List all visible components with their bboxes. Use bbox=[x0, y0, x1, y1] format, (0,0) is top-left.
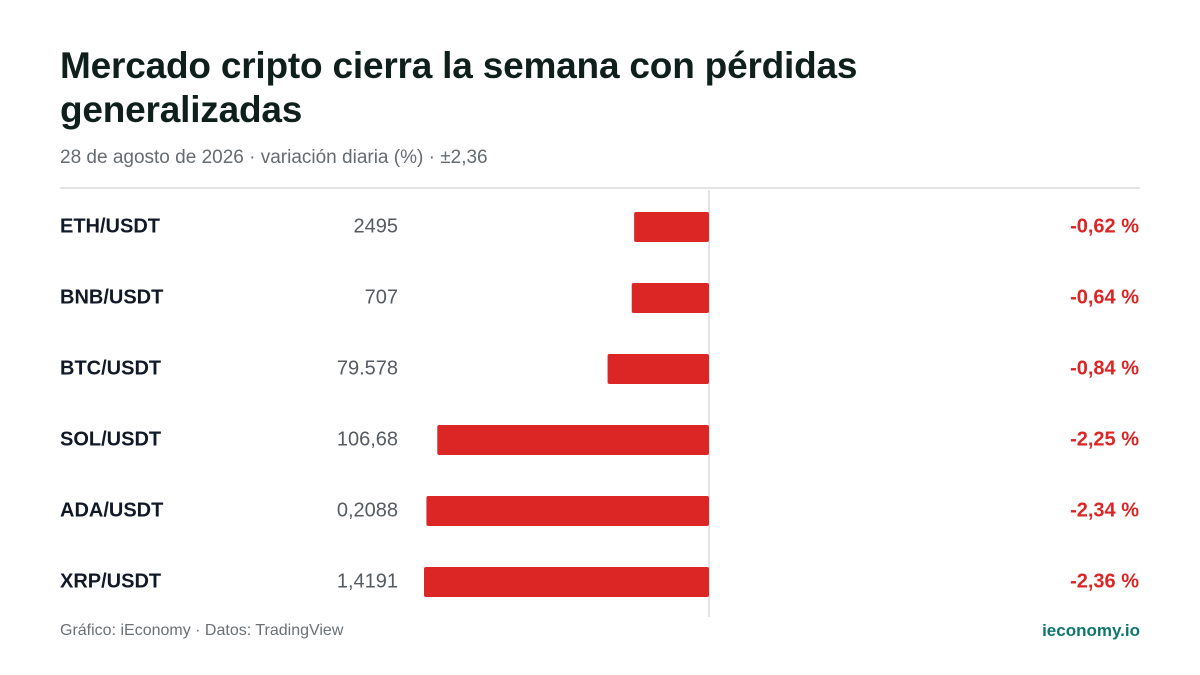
bar bbox=[634, 212, 709, 242]
header-divider bbox=[60, 187, 1140, 189]
pair-label: SOL/USDT bbox=[60, 428, 161, 450]
change-label: -2,25 % bbox=[1070, 428, 1139, 450]
pair-label: BTC/USDT bbox=[60, 357, 161, 379]
change-label: -0,84 % bbox=[1070, 357, 1139, 379]
bar bbox=[424, 567, 709, 597]
change-label: -2,34 % bbox=[1070, 499, 1139, 521]
price-label: 2495 bbox=[354, 215, 399, 237]
change-label: -2,36 % bbox=[1070, 570, 1139, 592]
brand-link[interactable]: ieconomy.io bbox=[1042, 621, 1140, 640]
price-label: 0,2088 bbox=[337, 499, 398, 521]
price-label: 106,68 bbox=[337, 428, 398, 450]
price-label: 1,4191 bbox=[337, 570, 398, 592]
bar bbox=[631, 283, 709, 313]
price-label: 79.578 bbox=[337, 357, 398, 379]
change-label: -0,64 % bbox=[1070, 286, 1139, 308]
bar bbox=[607, 354, 709, 384]
source-credit: Gráfico: iEconomy · Datos: TradingView bbox=[60, 622, 344, 639]
pair-label: ADA/USDT bbox=[60, 499, 163, 521]
price-label: 707 bbox=[365, 286, 398, 308]
bar bbox=[437, 425, 709, 455]
pair-label: BNB/USDT bbox=[60, 286, 163, 308]
chart-title: Mercado cripto cierra la semana con pérd… bbox=[60, 45, 858, 130]
pair-label: XRP/USDT bbox=[60, 570, 161, 592]
change-label: -0,62 % bbox=[1070, 215, 1139, 237]
chart-subtitle: 28 de agosto de 2026 · variación diaria … bbox=[60, 147, 488, 168]
bar bbox=[426, 496, 709, 526]
pair-label: ETH/USDT bbox=[60, 215, 160, 237]
